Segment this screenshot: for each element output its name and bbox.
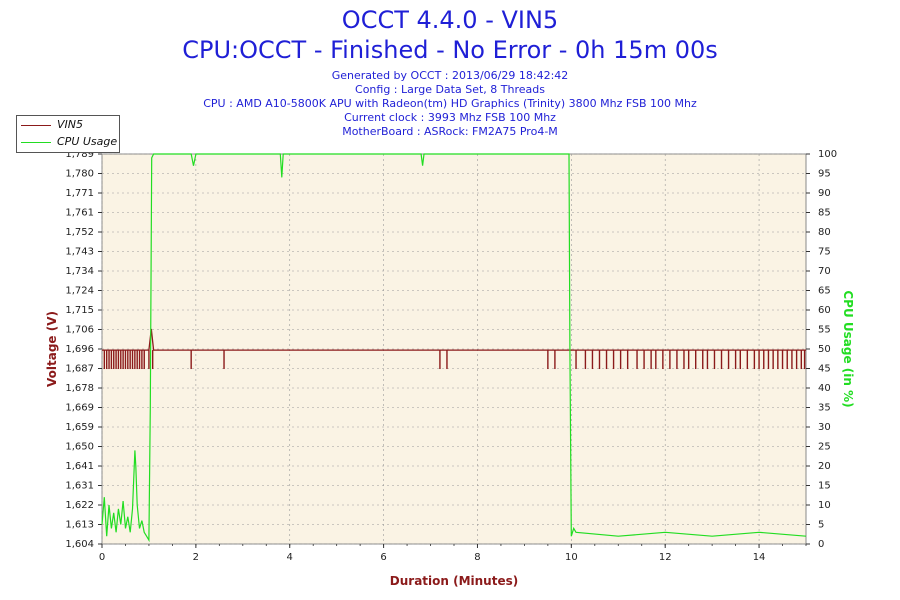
y-right-tick-label: 90: [818, 188, 831, 199]
y-left-tick-label: 1,715: [65, 305, 94, 316]
y-left-tick-label: 1,622: [65, 500, 94, 511]
legend-swatch-cpu-usage: [21, 142, 51, 143]
x-tick-label: 12: [659, 552, 672, 563]
y-right-tick-label: 80: [818, 227, 831, 238]
chart-subtitle: CPU:OCCT - Finished - No Error - 0h 15m …: [182, 36, 718, 64]
y-left-tick-label: 1,706: [65, 325, 94, 336]
y-axis-left-label: Voltage (V): [45, 311, 59, 387]
info-config: Config : Large Data Set, 8 Threads: [355, 83, 545, 96]
y-right-tick-label: 35: [818, 403, 831, 414]
y-left-tick-label: 1,752: [65, 227, 94, 238]
y-left-tick-label: 1,734: [65, 266, 94, 277]
y-axis-right-label: CPU Usage (in %): [841, 290, 855, 407]
info-motherboard: MotherBoard : ASRock: FM2A75 Pro4-M: [342, 125, 558, 138]
y-right-tick-label: 75: [818, 247, 831, 258]
y-left-tick-label: 1,789: [65, 149, 94, 160]
chart-title: OCCT 4.4.0 - VIN5: [341, 6, 559, 34]
x-axis-label: Duration (Minutes): [390, 574, 518, 588]
y-left-tick-label: 1,604: [65, 539, 94, 550]
y-left-tick-label: 1,641: [65, 461, 94, 472]
info-cpu: CPU : AMD A10-5800K APU with Radeon(tm) …: [203, 97, 697, 110]
y-right-tick-label: 10: [818, 500, 831, 511]
y-left-tick-label: 1,613: [65, 520, 94, 531]
y-right-tick-label: 45: [818, 364, 831, 375]
y-left-tick-label: 1,669: [65, 403, 94, 414]
legend-label-vin5: VIN5: [57, 118, 83, 131]
y-right-tick-label: 40: [818, 383, 831, 394]
x-tick-label: 2: [193, 552, 199, 563]
x-tick-label: 6: [380, 552, 386, 563]
y-right-tick-label: 5: [818, 520, 824, 531]
y-left-tick-label: 1,780: [65, 169, 94, 180]
y-right-tick-label: 50: [818, 344, 831, 355]
x-tick-label: 4: [287, 552, 293, 563]
y-left-tick-label: 1,696: [65, 344, 94, 355]
x-tick-label: 14: [753, 552, 766, 563]
y-left-tick-label: 1,659: [65, 422, 94, 433]
legend-entry-cpu-usage: CPU Usage: [17, 134, 119, 150]
series-line-cpu-usage: [101, 153, 807, 543]
y-left-tick-label: 1,771: [65, 188, 94, 199]
y-right-tick-label: 15: [818, 481, 831, 492]
y-right-tick-label: 65: [818, 286, 831, 297]
y-left-tick-label: 1,631: [65, 481, 94, 492]
y-right-tick-label: 25: [818, 442, 831, 453]
x-tick-label: 8: [474, 552, 480, 563]
legend-entry-vin5: VIN5: [17, 117, 119, 133]
y-right-tick-label: 60: [818, 305, 831, 316]
y-right-tick-label: 85: [818, 208, 831, 219]
x-tick-label: 0: [99, 552, 105, 563]
legend-swatch-vin5: [21, 125, 51, 126]
info-generated: Generated by OCCT : 2013/06/29 18:42:42: [331, 69, 569, 82]
y-right-tick-label: 70: [818, 266, 831, 277]
y-left-tick-label: 1,650: [65, 442, 94, 453]
y-right-tick-label: 20: [818, 461, 831, 472]
y-right-tick-label: 0: [818, 539, 824, 550]
x-tick-label: 10: [565, 552, 578, 563]
y-right-tick-label: 55: [818, 325, 831, 336]
info-clock: Current clock : 3993 Mhz FSB 100 Mhz: [344, 111, 556, 124]
y-left-tick-label: 1,724: [65, 286, 94, 297]
y-right-tick-label: 100: [818, 149, 837, 160]
y-left-tick-label: 1,687: [65, 364, 94, 375]
legend-label-cpu-usage: CPU Usage: [57, 135, 118, 148]
y-left-tick-label: 1,678: [65, 383, 94, 394]
y-right-tick-label: 30: [818, 422, 831, 433]
y-left-tick-label: 1,761: [65, 208, 94, 219]
y-left-tick-label: 1,743: [65, 247, 94, 258]
y-right-tick-label: 95: [818, 169, 831, 180]
chart-legend: VIN5 CPU Usage: [16, 115, 120, 153]
